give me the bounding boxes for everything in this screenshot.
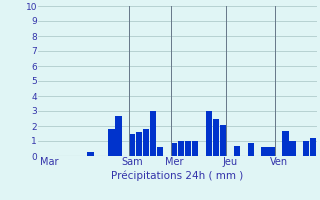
Bar [108, 129, 115, 156]
Bar [213, 118, 219, 156]
Bar [129, 134, 135, 156]
Bar [289, 141, 296, 156]
X-axis label: Précipitations 24h ( mm ): Précipitations 24h ( mm ) [111, 170, 244, 181]
Bar [185, 141, 191, 156]
Bar [310, 138, 316, 156]
Bar [192, 141, 198, 156]
Bar [248, 142, 254, 156]
Bar [87, 152, 94, 156]
Bar [115, 116, 122, 156]
Bar [136, 132, 142, 156]
Bar [220, 124, 226, 156]
Bar [171, 142, 177, 156]
Bar [143, 129, 149, 156]
Bar [261, 147, 268, 156]
Bar [157, 147, 163, 156]
Bar [178, 141, 184, 156]
Bar [206, 111, 212, 156]
Bar [234, 146, 240, 156]
Bar [303, 141, 309, 156]
Bar [282, 130, 289, 156]
Bar [268, 147, 275, 156]
Bar [150, 111, 156, 156]
